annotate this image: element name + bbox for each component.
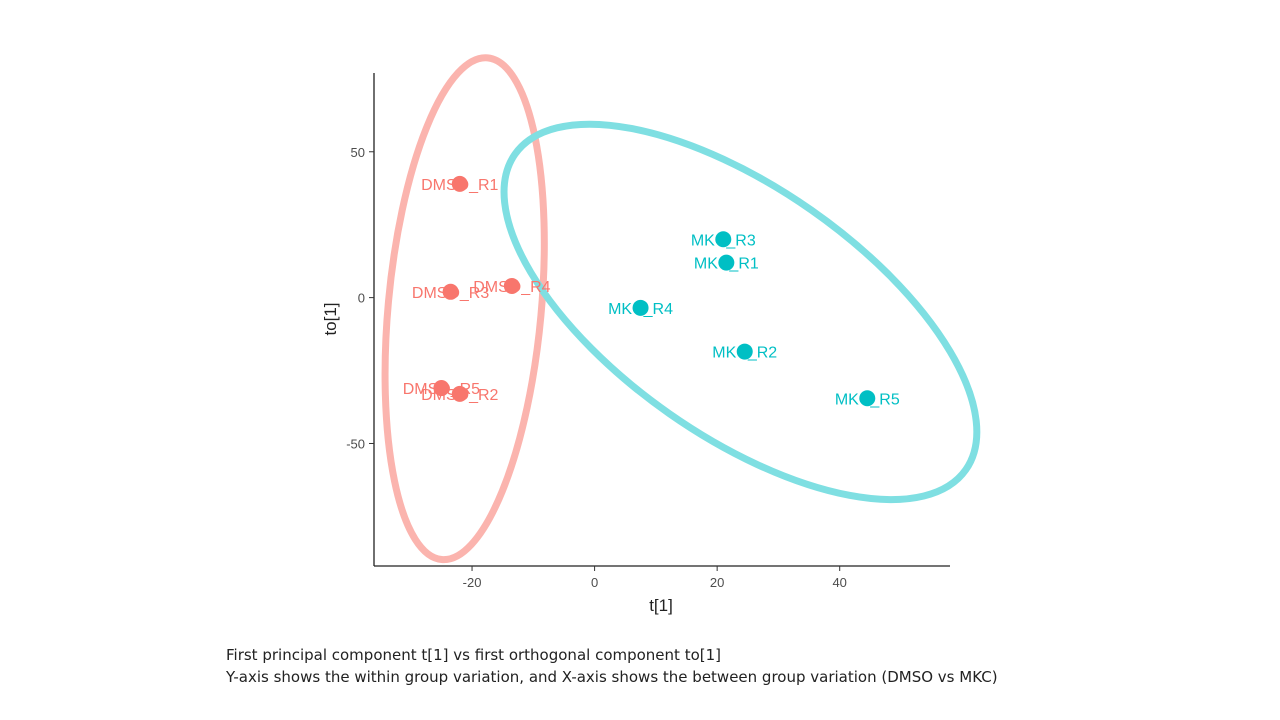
data-point [451,175,468,192]
axes: -20 0 20 40 50 0 -50 [346,73,950,590]
caption-line-1: First principal component t[1] vs first … [226,646,721,664]
y-tick-label: 50 [351,145,365,160]
y-tick-label: 0 [358,291,365,306]
data-point [632,299,649,316]
data-point [442,283,459,300]
caption-line-2: Y-axis shows the within group variation,… [226,668,998,686]
data-label: MKC_R4 [608,301,673,318]
data-label: DMSO_R4 [473,279,550,296]
data-point [451,385,468,402]
x-axis-label: t[1] [649,596,673,615]
y-axis-label: to[1] [321,302,340,335]
data-point [718,254,735,271]
data-label: MKC_R2 [712,345,777,362]
data-point [736,343,753,360]
x-tick-label: -20 [463,575,482,590]
data-label: MKC_R5 [835,391,900,408]
group-ellipse-2 [500,120,981,504]
group-ellipse-1 [381,54,548,564]
data-point [715,231,732,248]
data-label: MKC_R1 [694,256,759,273]
x-tick-label: 40 [832,575,846,590]
x-tick-label: 0 [591,575,598,590]
x-tick-label: 20 [710,575,724,590]
data-label: DMSO_R2 [421,387,498,404]
data-label: DMSO_R5 [403,381,480,398]
data-point [503,277,520,294]
data-label: DMSO_R3 [412,285,489,302]
data-point [433,380,450,397]
data-label: MKC_R3 [691,232,756,249]
y-tick-label: -50 [346,436,365,451]
data-points [433,175,876,407]
data-label: DMSO_R1 [421,177,498,194]
data-point [859,390,876,407]
group-ellipses [381,54,981,564]
